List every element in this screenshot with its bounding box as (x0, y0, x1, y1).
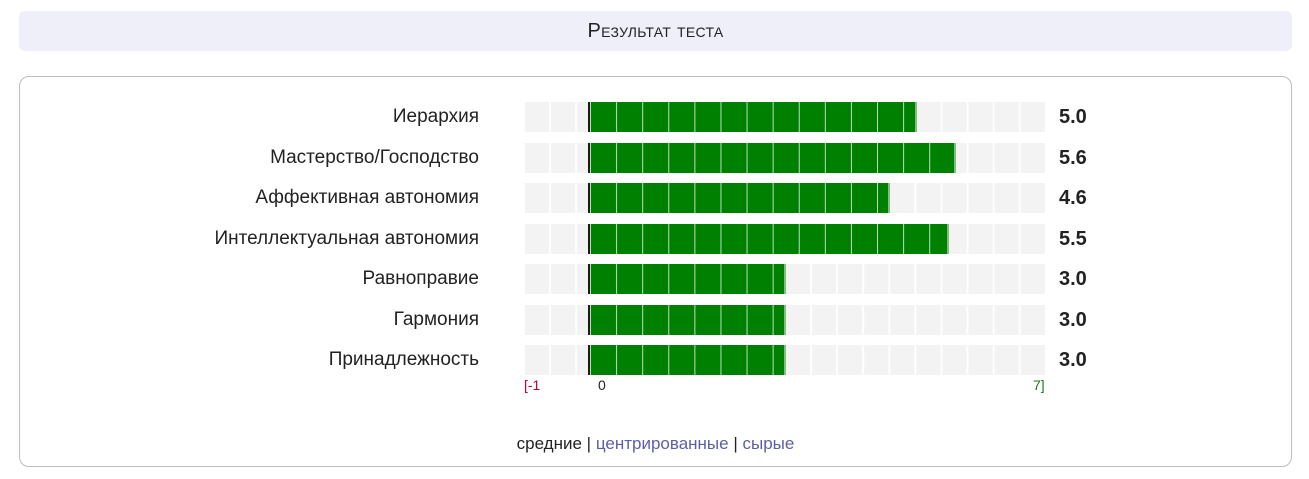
bar-end-marker (784, 305, 786, 335)
bar (588, 224, 950, 254)
bar-end-marker (947, 224, 950, 254)
score-mode-switcher: средние | центрированные | сырые (20, 434, 1291, 454)
results-panel: Иерархия 5.0 Мастерство/Господство 5.6 Аффек… (19, 76, 1292, 467)
value-label: 3.0 (1059, 349, 1087, 371)
value-label: 3.0 (1059, 268, 1087, 290)
category-label: Аффективная автономия (255, 187, 479, 208)
axis-min-label: [-1 (524, 377, 541, 393)
mode-centered-link[interactable]: центрированные (595, 434, 729, 453)
bar-track (523, 183, 1045, 213)
value-label: 5.5 (1059, 228, 1087, 250)
bar-end-marker (784, 264, 786, 294)
mode-raw-link[interactable]: сырые (742, 434, 795, 453)
axis-max-label: 7] (1033, 377, 1045, 393)
value-label: 5.6 (1059, 147, 1087, 169)
results-header: Результат теста (19, 11, 1292, 51)
bar-track (523, 264, 1045, 294)
bar-end-marker (888, 183, 891, 213)
mode-separator: | (733, 434, 738, 453)
bar (588, 345, 786, 375)
category-label: Интеллектуальная автономия (214, 228, 479, 249)
bar (588, 183, 891, 213)
bar-end-marker (914, 102, 917, 132)
category-label: Иерархия (392, 106, 479, 127)
mode-averages: средние (516, 434, 582, 453)
category-label: Мастерство/Господство (270, 147, 479, 168)
category-label: Равноправие (362, 268, 479, 289)
category-label: Принадлежность (328, 349, 479, 370)
mode-separator: | (586, 434, 592, 453)
value-label: 4.6 (1059, 187, 1087, 209)
bar (588, 305, 786, 335)
value-label: 3.0 (1059, 309, 1087, 331)
bar-end-marker (784, 345, 786, 375)
bar-track (523, 143, 1045, 173)
bar-end-marker (953, 143, 956, 173)
bar (588, 143, 956, 173)
category-label: Гармония (393, 309, 479, 330)
bar-track (523, 345, 1045, 375)
bar-track (523, 102, 1045, 132)
bar (588, 264, 786, 294)
bar-track (523, 224, 1045, 254)
results-title: Результат теста (587, 19, 724, 42)
bar (588, 102, 917, 132)
axis-zero-label: 0 (598, 377, 606, 393)
value-label: 5.0 (1059, 106, 1087, 128)
bar-track (523, 305, 1045, 335)
